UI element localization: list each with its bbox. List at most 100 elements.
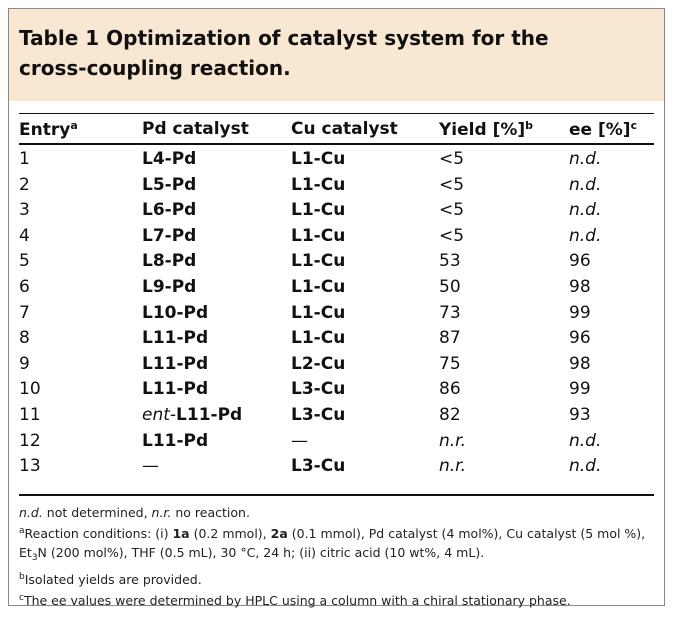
cell-text: 4 bbox=[19, 225, 30, 246]
table-cell: <5 bbox=[439, 149, 464, 169]
cell-text: — bbox=[291, 430, 308, 451]
cell-text: 99 bbox=[569, 379, 591, 400]
table-cell: — bbox=[291, 431, 308, 451]
footnote-text: The ee values were determined by HPLC us… bbox=[23, 593, 571, 608]
column-header: Pd catalyst bbox=[142, 119, 249, 139]
header-text: Pd catalyst bbox=[142, 119, 249, 139]
footnote-text: (0.2 mmol), bbox=[189, 526, 271, 541]
column-header: Cu catalyst bbox=[291, 119, 398, 139]
cell-text: L4-Pd bbox=[142, 149, 197, 169]
table-cell: L11-Pd bbox=[142, 328, 208, 348]
table-cell: 87 bbox=[439, 328, 461, 348]
footnote: aReaction conditions: (i) 1a (0.2 mmol),… bbox=[19, 522, 655, 568]
cell-text: n.r. bbox=[439, 456, 467, 477]
table-cell: L6-Pd bbox=[142, 200, 196, 220]
table-cell: <5 bbox=[439, 226, 464, 246]
cell-text: L2-Cu bbox=[291, 353, 346, 374]
footnote-text: a bbox=[19, 526, 25, 536]
cell-text: 11 bbox=[19, 405, 41, 425]
cell-text: L3-Cu bbox=[291, 379, 346, 400]
table-cell: — bbox=[142, 456, 159, 476]
cell-text: n.d. bbox=[569, 200, 602, 221]
cell-text: 7 bbox=[19, 302, 30, 323]
table-cell: L1-Cu bbox=[291, 277, 345, 297]
table-cell: 5 bbox=[19, 251, 30, 271]
column-header: Yield [%]b bbox=[439, 119, 533, 140]
footnote-text: 1a bbox=[172, 526, 190, 541]
table-cell: n.d. bbox=[569, 431, 601, 451]
table-cell: 99 bbox=[569, 303, 591, 323]
table-cell: 98 bbox=[569, 277, 591, 297]
table-cell: 73 bbox=[439, 303, 461, 323]
table-cell: 86 bbox=[439, 379, 461, 399]
table-cell: L1-Cu bbox=[291, 149, 345, 169]
cell-text: L8-Pd bbox=[142, 251, 197, 272]
table-cell: L11-Pd bbox=[142, 379, 208, 399]
table-title: Table 1 Optimization of catalyst system … bbox=[19, 26, 549, 80]
cell-text: L1-Cu bbox=[291, 225, 346, 246]
header-footnote-mark: c bbox=[630, 119, 638, 132]
cell-text: L11-Pd bbox=[142, 430, 209, 451]
cell-text: 10 bbox=[19, 379, 41, 400]
cell-text: 93 bbox=[569, 405, 591, 425]
table-cell: 6 bbox=[19, 277, 30, 297]
header-text: Entry bbox=[19, 120, 71, 140]
footnote-text: not determined, bbox=[42, 505, 152, 520]
table-cell: L7-Pd bbox=[142, 226, 196, 246]
table-cell: L11-Pd bbox=[142, 354, 208, 374]
header-footnote-mark: a bbox=[70, 119, 78, 132]
footnote-text: 3 bbox=[31, 553, 38, 563]
cell-text: L1-Cu bbox=[291, 302, 346, 323]
table-cell: 4 bbox=[19, 226, 30, 246]
cell-text: 86 bbox=[439, 379, 461, 400]
cell-text: 2 bbox=[19, 174, 30, 195]
footnote-text: Isolated yields are provided. bbox=[24, 572, 202, 587]
header-text: Cu catalyst bbox=[291, 119, 398, 139]
cell-text: n.d. bbox=[569, 174, 602, 195]
cell-text: L1-Cu bbox=[291, 200, 346, 221]
cell-text: L1-Cu bbox=[291, 328, 346, 349]
table-cell: 82 bbox=[439, 405, 461, 425]
table-cell: 99 bbox=[569, 379, 591, 399]
footnote: cThe ee values were determined by HPLC u… bbox=[19, 589, 655, 610]
column-header: Entrya bbox=[19, 119, 78, 140]
column-header: ee [%]c bbox=[569, 119, 637, 140]
table-cell: L9-Pd bbox=[142, 277, 196, 297]
cell-text: 13 bbox=[19, 456, 41, 477]
table-cell: L3-Cu bbox=[291, 456, 345, 476]
table-frame: Table 1 Optimization of catalyst system … bbox=[8, 8, 665, 608]
table-cell: 7 bbox=[19, 303, 30, 323]
table-cell: L2-Cu bbox=[291, 354, 345, 374]
header-footnote-mark: b bbox=[525, 119, 534, 132]
cell-text: 73 bbox=[439, 302, 461, 323]
table-cell: 3 bbox=[19, 200, 30, 220]
footnote-text: b bbox=[19, 572, 25, 582]
table-cell: L10-Pd bbox=[142, 303, 208, 323]
footnote-text: 2a bbox=[270, 526, 288, 541]
table-cell: 98 bbox=[569, 354, 591, 374]
table-cell: 75 bbox=[439, 354, 461, 374]
cell-text: L7-Pd bbox=[142, 225, 197, 246]
footnote-text: no reaction. bbox=[171, 505, 250, 520]
table-cell: L1-Cu bbox=[291, 328, 345, 348]
table-cell: 8 bbox=[19, 328, 30, 348]
table-cell: L1-Cu bbox=[291, 175, 345, 195]
table-cell: 96 bbox=[569, 328, 591, 348]
cell-text: <5 bbox=[439, 225, 465, 246]
footnote-text: c bbox=[19, 593, 24, 603]
table-cell: L3-Cu bbox=[291, 405, 345, 425]
cell-text: ent- bbox=[142, 405, 177, 425]
cell-text: L11-Pd bbox=[142, 328, 209, 349]
cell-text: L1-Cu bbox=[291, 277, 346, 297]
cell-text: L10-Pd bbox=[142, 302, 209, 323]
cell-text: 12 bbox=[19, 430, 41, 451]
cell-text: 6 bbox=[19, 277, 30, 297]
cell-text: n.d. bbox=[569, 456, 602, 477]
cell-text: 98 bbox=[569, 353, 591, 374]
title-band bbox=[9, 9, 664, 101]
table-cell: 11 bbox=[19, 405, 41, 425]
table-cell: 93 bbox=[569, 405, 591, 425]
cell-text: L3-Cu bbox=[291, 405, 346, 425]
header-text: ee [%] bbox=[569, 120, 631, 140]
table-cell: L3-Cu bbox=[291, 379, 345, 399]
